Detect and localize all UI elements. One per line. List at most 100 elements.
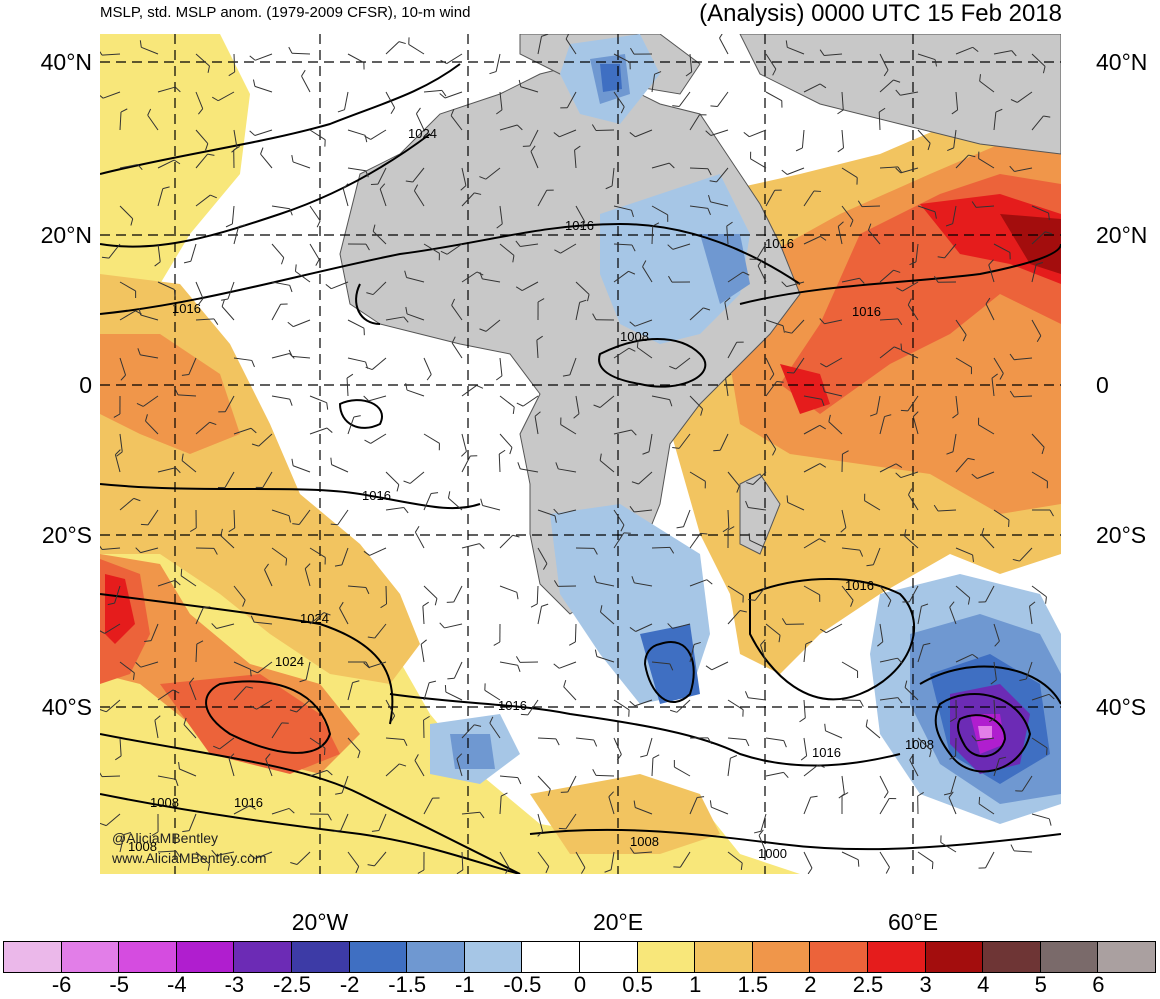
wind-barb-feather <box>819 83 827 89</box>
wind-barb-feather <box>496 223 503 229</box>
wind-barb-feather <box>285 558 288 566</box>
wind-barb <box>786 281 805 288</box>
wind-barb-feather <box>372 224 376 232</box>
wind-barb <box>331 464 349 473</box>
wind-barb-feather <box>948 791 954 798</box>
wind-barb <box>826 623 843 634</box>
wind-barb-feather <box>335 792 343 795</box>
wind-barb <box>178 394 197 397</box>
wind-barb-feather <box>628 347 636 352</box>
wind-barb <box>917 53 936 61</box>
wind-barb <box>651 546 671 549</box>
wind-barb <box>423 585 438 599</box>
wind-barb-feather <box>137 164 143 171</box>
wind-barb <box>195 53 210 67</box>
wind-barb <box>423 243 440 254</box>
wind-barb-feather <box>512 406 515 415</box>
wind-barb <box>879 623 884 642</box>
wind-barb-feather <box>405 306 408 314</box>
wind-barb-feather <box>456 753 463 760</box>
wind-barb-feather <box>440 59 447 65</box>
wind-barb-feather <box>869 413 877 417</box>
wind-barb-feather <box>553 663 560 669</box>
colorbar-cell <box>521 941 580 973</box>
wind-barb-feather <box>365 170 369 178</box>
wind-barb-feather <box>299 679 307 683</box>
wind-barb-feather <box>367 636 375 639</box>
wind-barb-feather <box>447 677 455 680</box>
wind-barb <box>646 737 653 756</box>
colorbar <box>3 941 1156 973</box>
wind-barb-feather <box>537 298 545 303</box>
wind-barb <box>414 760 425 777</box>
wind-barb <box>296 699 311 713</box>
wind-barb-feather <box>1041 447 1045 455</box>
wind-barb <box>711 806 729 815</box>
wind-barb <box>824 53 843 56</box>
wind-barb <box>372 281 387 295</box>
wind-barb-feather <box>1048 693 1055 700</box>
wind-barb-feather <box>512 255 515 263</box>
wind-barb-feather <box>365 366 373 371</box>
isobar-label: 1008 <box>620 329 649 344</box>
isobar-label: 1016 <box>845 578 874 593</box>
wind-barb-feather <box>480 498 484 506</box>
wind-barb <box>305 661 311 680</box>
wind-barb <box>634 319 653 327</box>
wind-barb <box>757 265 767 283</box>
wind-barb-feather <box>909 261 917 266</box>
wind-barb <box>420 644 425 663</box>
wind-barb <box>727 585 744 597</box>
wind-barb <box>423 493 432 511</box>
wind-barb <box>1031 115 1044 131</box>
wind-barb <box>765 623 781 636</box>
wind-barb <box>634 582 653 587</box>
wind-barb-feather <box>100 822 107 827</box>
wind-barb <box>119 310 136 321</box>
wind-barb-feather <box>100 630 105 634</box>
colorbar-label: 3 <box>919 972 932 997</box>
wind-barb-feather <box>405 180 413 183</box>
wind-barb <box>1031 433 1045 448</box>
wind-barb <box>676 699 691 713</box>
wind-barb-feather <box>999 373 1004 380</box>
wind-barb-feather <box>866 564 874 567</box>
wind-barb <box>727 509 730 529</box>
wind-barb-feather <box>990 679 997 685</box>
wind-barb-feather <box>842 450 849 455</box>
wind-barb <box>879 79 894 93</box>
wind-barb-feather <box>207 65 210 73</box>
colorbar-cell <box>3 941 62 973</box>
colorbar-label: 4 <box>977 972 990 997</box>
wind-barb <box>453 585 463 603</box>
wind-barb-feather <box>769 373 775 381</box>
colorbar-label: -2 <box>339 972 360 997</box>
wind-barb <box>254 129 273 136</box>
wind-barb <box>642 266 653 283</box>
wind-barb <box>876 395 881 414</box>
wind-barb-feather <box>933 276 939 283</box>
wind-barb-feather <box>517 777 522 785</box>
wind-barb-feather <box>174 579 181 586</box>
wind-barb <box>537 851 550 867</box>
wind-barb <box>195 91 204 109</box>
wind-barb-feather <box>379 183 386 190</box>
wind-barb-feather <box>703 307 711 311</box>
wind-barb-feather <box>883 791 889 799</box>
wind-barb <box>520 468 539 473</box>
wind-barb-feather <box>138 308 142 316</box>
wind-barb-feather <box>250 615 255 623</box>
wind-barb-feather <box>396 484 400 492</box>
wind-barb-feather <box>364 439 371 444</box>
wind-barb-feather <box>495 375 503 381</box>
wind-barb-feather <box>972 653 979 659</box>
wind-barb <box>385 737 404 740</box>
wind-barb <box>689 579 708 587</box>
isobar-label: 1016 <box>565 218 594 233</box>
wind-barb-feather <box>210 194 217 199</box>
wind-barb <box>678 91 691 107</box>
wind-barb-feather <box>877 641 884 647</box>
wind-barb <box>841 509 847 528</box>
wind-barb <box>841 205 854 221</box>
wind-barb <box>482 278 501 283</box>
